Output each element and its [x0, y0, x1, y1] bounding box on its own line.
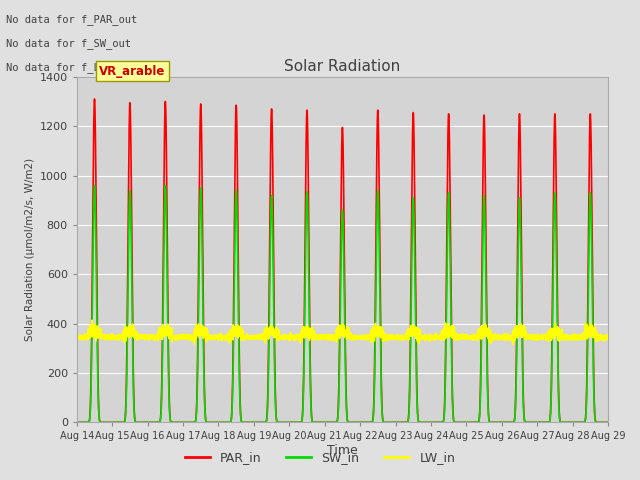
Title: Solar Radiation: Solar Radiation: [284, 59, 401, 74]
X-axis label: Time: Time: [327, 444, 358, 457]
Text: VR_arable: VR_arable: [99, 65, 166, 78]
Text: No data for f_PAR_out: No data for f_PAR_out: [6, 14, 138, 25]
Text: No data for f_SW_out: No data for f_SW_out: [6, 38, 131, 49]
Text: No data for f_LW_out: No data for f_LW_out: [6, 62, 131, 73]
Y-axis label: Solar Radiation (μmol/m2/s, W/m2): Solar Radiation (μmol/m2/s, W/m2): [26, 158, 35, 341]
Legend: PAR_in, SW_in, LW_in: PAR_in, SW_in, LW_in: [180, 446, 460, 469]
